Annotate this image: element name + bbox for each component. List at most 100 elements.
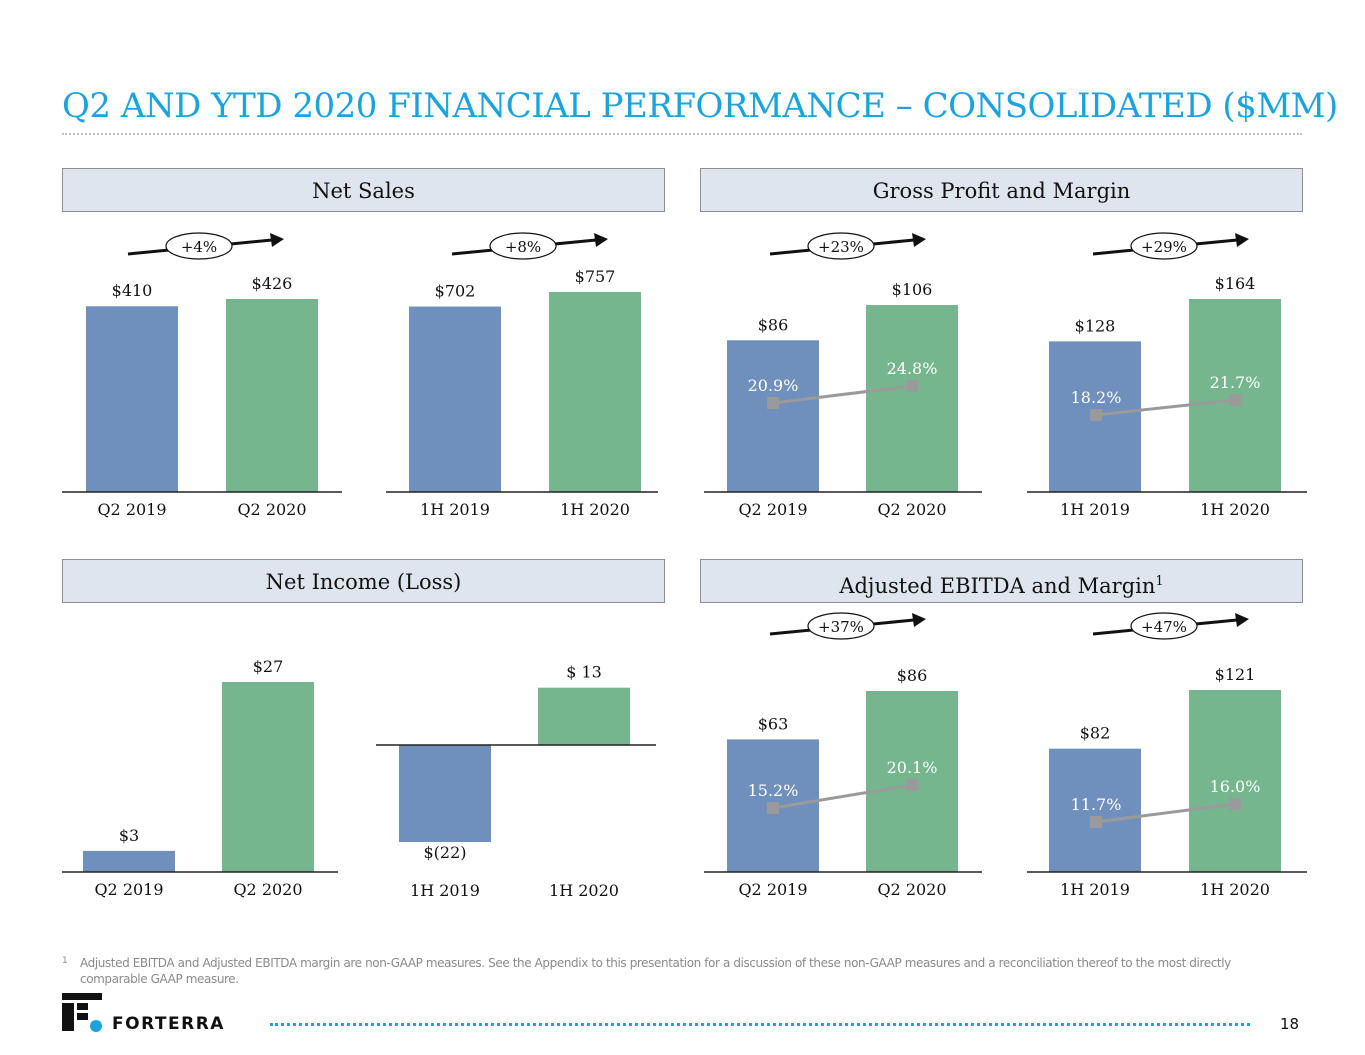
gross-profit-q2-bar-1 <box>727 340 819 492</box>
adj-ebitda-1h-growth-badge <box>1130 612 1198 640</box>
title-divider <box>62 133 1302 135</box>
adj-ebitda-q2-margin-label-2: 20.1% <box>887 758 938 777</box>
net-income-1h-bar-1 <box>399 745 491 842</box>
gross-profit-1h-growth-badge <box>1130 232 1198 260</box>
net-sales-1h-value-label-2: $757 <box>575 267 616 286</box>
net-sales-q2-value-label-2: $426 <box>252 274 293 293</box>
adj-ebitda-q2-growth-label: +37% <box>818 618 864 636</box>
gross-profit-1h-margin-point-2 <box>1229 394 1241 406</box>
net-sales-q2-growth-label: +4% <box>181 238 217 256</box>
net-sales-q2-value-label-1: $410 <box>112 281 153 300</box>
gross-profit-1h-value-label-2: $164 <box>1215 274 1256 293</box>
gross-profit-1h-category-label-1: 1H 2019 <box>1060 500 1130 519</box>
gross-profit-q2-bar-2 <box>866 305 958 492</box>
page-number: 18 <box>1280 1015 1300 1033</box>
gross-profit-q2-growth-label: +23% <box>818 238 864 256</box>
net-sales-q2-growth-arrow-head <box>270 233 284 247</box>
net-sales-q2-category-label-2: Q2 2020 <box>237 500 306 519</box>
gross-profit-1h-category-label-2: 1H 2020 <box>1200 500 1270 519</box>
net-income-q2-value-label-2: $27 <box>253 657 284 676</box>
adj-ebitda-q2-value-label-1: $63 <box>758 714 789 733</box>
adj-ebitda-q2-category-label-1: Q2 2019 <box>738 880 807 899</box>
gross-profit-q2-category-label-2: Q2 2020 <box>877 500 946 519</box>
adj-ebitda-footnote-ref: 1 <box>1155 574 1164 589</box>
net-income-1h-value-label-2: $ 13 <box>566 663 602 682</box>
gross-profit-1h-margin-line <box>1095 398 1236 417</box>
net-income-1h-value-label-1: $(22) <box>423 843 466 862</box>
adj-ebitda-1h-margin-label-1: 11.7% <box>1071 795 1122 814</box>
adj-ebitda-1h-margin-label-2: 16.0% <box>1210 777 1261 796</box>
adj-ebitda-1h-value-label-1: $82 <box>1080 724 1111 743</box>
adj-ebitda-1h-category-label-2: 1H 2020 <box>1200 880 1270 899</box>
gross-profit-q2-growth-arrow-head <box>912 233 926 247</box>
forterra-logo: FORTERRA <box>62 993 252 1034</box>
net-income-q2-bar-2 <box>222 682 314 872</box>
net-sales-header: Net Sales <box>62 168 665 212</box>
adj-ebitda-1h-bar-2 <box>1189 690 1281 872</box>
gross-profit-q2-margin-point-1 <box>767 397 779 409</box>
net-sales-1h-bar-2 <box>549 292 641 492</box>
adj-ebitda-q2-margin-point-2 <box>906 779 918 791</box>
gross-profit-1h-value-label-1: $128 <box>1075 316 1116 335</box>
gross-profit-q2-margin-label-2: 24.8% <box>887 359 938 378</box>
net-sales-1h-growth-label: +8% <box>505 238 541 256</box>
footer-divider <box>270 1023 1250 1026</box>
net-income-q2-category-label-2: Q2 2020 <box>233 880 302 899</box>
adj-ebitda-q2-margin-line <box>772 783 913 810</box>
page-title: Q2 AND YTD 2020 FINANCIAL PERFORMANCE – … <box>62 86 1338 126</box>
adj-ebitda-q2-category-label-2: Q2 2020 <box>877 880 946 899</box>
forterra-logo-icon <box>62 993 102 1032</box>
adj-ebitda-1h-growth-arrow-head <box>1235 613 1249 627</box>
adj-ebitda-q2-growth-arrow-head <box>912 613 926 627</box>
net-sales-1h-growth-badge <box>489 232 557 260</box>
gross-profit-1h-chart: +29% $128 1H 2019 $164 1H 2020 18.2% 21.7% <box>1027 232 1307 519</box>
net-income-q2-chart: $3 Q2 2019 $27 Q2 2020 <box>62 657 338 899</box>
adj-ebitda-1h-chart: +47% $82 1H 2019 $121 1H 2020 11.7% 16.0% <box>1027 612 1307 899</box>
net-sales-q2-chart: +4% $410 Q2 2019 $426 Q2 2020 <box>62 232 342 519</box>
net-income-1h-bar-2 <box>538 687 630 745</box>
adj-ebitda-header: Adjusted EBITDA and Margin1 <box>700 559 1303 603</box>
net-income-title: Net Income (Loss) <box>265 570 462 594</box>
adj-ebitda-1h-category-label-1: 1H 2019 <box>1060 880 1130 899</box>
gross-profit-1h-margin-point-1 <box>1090 409 1102 421</box>
gross-profit-q2-growth-badge <box>807 232 875 260</box>
net-sales-1h-category-label-2: 1H 2020 <box>560 500 630 519</box>
adj-ebitda-1h-margin-point-1 <box>1090 816 1102 828</box>
net-sales-q2-bar-1 <box>86 306 178 492</box>
net-income-q2-value-label-1: $3 <box>119 826 139 845</box>
adj-ebitda-q2-margin-label-1: 15.2% <box>748 781 799 800</box>
adj-ebitda-q2-value-label-2: $86 <box>897 666 928 685</box>
gross-profit-q2-category-label-1: Q2 2019 <box>738 500 807 519</box>
net-income-1h-category-label-1: 1H 2019 <box>410 881 480 900</box>
gross-profit-1h-growth-label: +29% <box>1141 238 1187 256</box>
footnote-mark: 1 <box>62 956 68 966</box>
net-income-1h-chart: $(22) 1H 2019 $ 13 1H 2020 <box>376 663 656 900</box>
net-sales-1h-category-label-1: 1H 2019 <box>420 500 490 519</box>
gross-profit-q2-margin-point-2 <box>906 380 918 392</box>
gross-profit-q2-value-label-2: $106 <box>892 280 933 299</box>
adj-ebitda-1h-margin-line <box>1095 802 1236 824</box>
net-income-q2-category-label-1: Q2 2019 <box>94 880 163 899</box>
gross-profit-header: Gross Profit and Margin <box>700 168 1303 212</box>
net-sales-1h-growth-arrow-head <box>594 233 608 247</box>
net-sales-title: Net Sales <box>312 179 415 203</box>
net-sales-q2-bar-2 <box>226 299 318 492</box>
net-income-header: Net Income (Loss) <box>62 559 665 603</box>
adj-ebitda-title: Adjusted EBITDA and Margin <box>839 574 1156 598</box>
adj-ebitda-q2-growth-badge <box>807 612 875 640</box>
adj-ebitda-1h-margin-point-2 <box>1229 798 1241 810</box>
net-sales-1h-value-label-1: $702 <box>435 282 476 301</box>
gross-profit-1h-growth-arrow-head <box>1235 233 1249 247</box>
gross-profit-q2-margin-label-1: 20.9% <box>748 376 799 395</box>
footnote-text: Adjusted EBITDA and Adjusted EBITDA marg… <box>80 956 1231 986</box>
net-income-1h-category-label-2: 1H 2020 <box>549 881 619 900</box>
adj-ebitda-1h-value-label-2: $121 <box>1215 665 1256 684</box>
net-sales-q2-category-label-1: Q2 2019 <box>97 500 166 519</box>
net-sales-1h-bar-1 <box>409 306 501 492</box>
adj-ebitda-1h-growth-label: +47% <box>1141 618 1187 636</box>
net-sales-q2-growth-badge <box>165 232 233 260</box>
forterra-logo-text: FORTERRA <box>112 1014 225 1034</box>
net-income-q2-bar-1 <box>83 850 175 872</box>
gross-profit-q2-value-label-1: $86 <box>758 315 789 334</box>
footnote: 1 Adjusted EBITDA and Adjusted EBITDA ma… <box>62 955 1292 987</box>
